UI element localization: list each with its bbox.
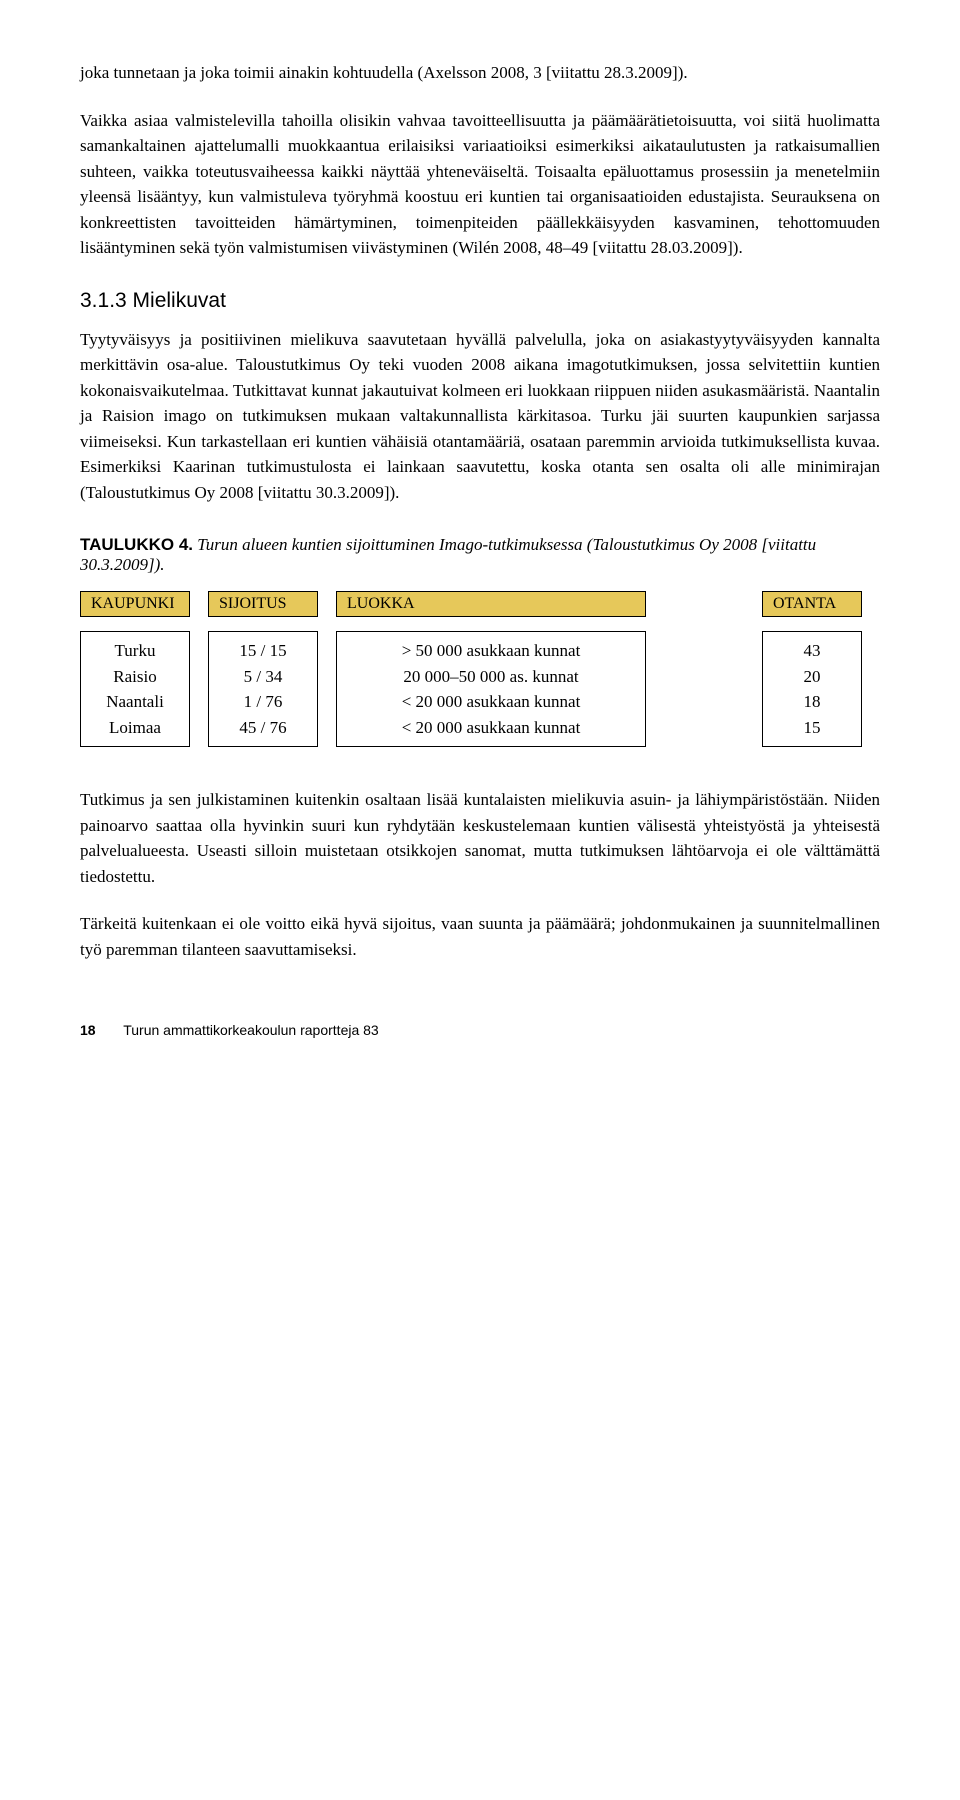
cell-value: 20 000–50 000 as. kunnat	[345, 664, 637, 690]
table-header-sijoitus: SIJOITUS	[208, 591, 318, 617]
table-cell-otanta: 43 20 18 15	[762, 631, 862, 747]
cell-value: 15	[771, 715, 853, 741]
page-footer: 18 Turun ammattikorkeakoulun raportteja …	[80, 1022, 880, 1038]
section-heading: 3.1.3 Mielikuvat	[80, 289, 880, 313]
paragraph: joka tunnetaan ja joka toimii ainakin ko…	[80, 60, 880, 86]
cell-value: Raisio	[89, 664, 181, 690]
paragraph: Tyytyväisyys ja positiivinen mielikuva s…	[80, 327, 880, 506]
cell-value: 1 / 76	[217, 689, 309, 715]
table-number: TAULUKKO 4.	[80, 535, 193, 554]
table-header-otanta: OTANTA	[762, 591, 862, 617]
table-header-luokka: LUOKKA	[336, 591, 646, 617]
table-header-kaupunki: KAUPUNKI	[80, 591, 190, 617]
page-number: 18	[80, 1022, 96, 1038]
cell-value: 20	[771, 664, 853, 690]
table-caption: TAULUKKO 4. Turun alueen kuntien sijoitt…	[80, 535, 880, 575]
cell-value: < 20 000 asukkaan kunnat	[345, 715, 637, 741]
cell-value: < 20 000 asukkaan kunnat	[345, 689, 637, 715]
cell-value: Loimaa	[89, 715, 181, 741]
table-body-row: Turku Raisio Naantali Loimaa 15 / 15 5 /…	[80, 631, 880, 747]
table-cell-kaupunki: Turku Raisio Naantali Loimaa	[80, 631, 190, 747]
cell-value: Naantali	[89, 689, 181, 715]
cell-value: 15 / 15	[217, 638, 309, 664]
cell-value: 18	[771, 689, 853, 715]
cell-value: Turku	[89, 638, 181, 664]
cell-value: 5 / 34	[217, 664, 309, 690]
cell-value: 45 / 76	[217, 715, 309, 741]
cell-value: 43	[771, 638, 853, 664]
table-cell-luokka: > 50 000 asukkaan kunnat 20 000–50 000 a…	[336, 631, 646, 747]
imago-table: KAUPUNKI SIJOITUS LUOKKA OTANTA Turku Ra…	[80, 591, 880, 747]
paragraph: Tärkeitä kuitenkaan ei ole voitto eikä h…	[80, 911, 880, 962]
table-cell-sijoitus: 15 / 15 5 / 34 1 / 76 45 / 76	[208, 631, 318, 747]
paragraph: Vaikka asiaa valmistelevilla tahoilla ol…	[80, 108, 880, 261]
cell-value: > 50 000 asukkaan kunnat	[345, 638, 637, 664]
table-header-row: KAUPUNKI SIJOITUS LUOKKA OTANTA	[80, 591, 880, 617]
footer-text: Turun ammattikorkeakoulun raportteja 83	[123, 1022, 379, 1038]
paragraph: Tutkimus ja sen julkistaminen kuitenkin …	[80, 787, 880, 889]
